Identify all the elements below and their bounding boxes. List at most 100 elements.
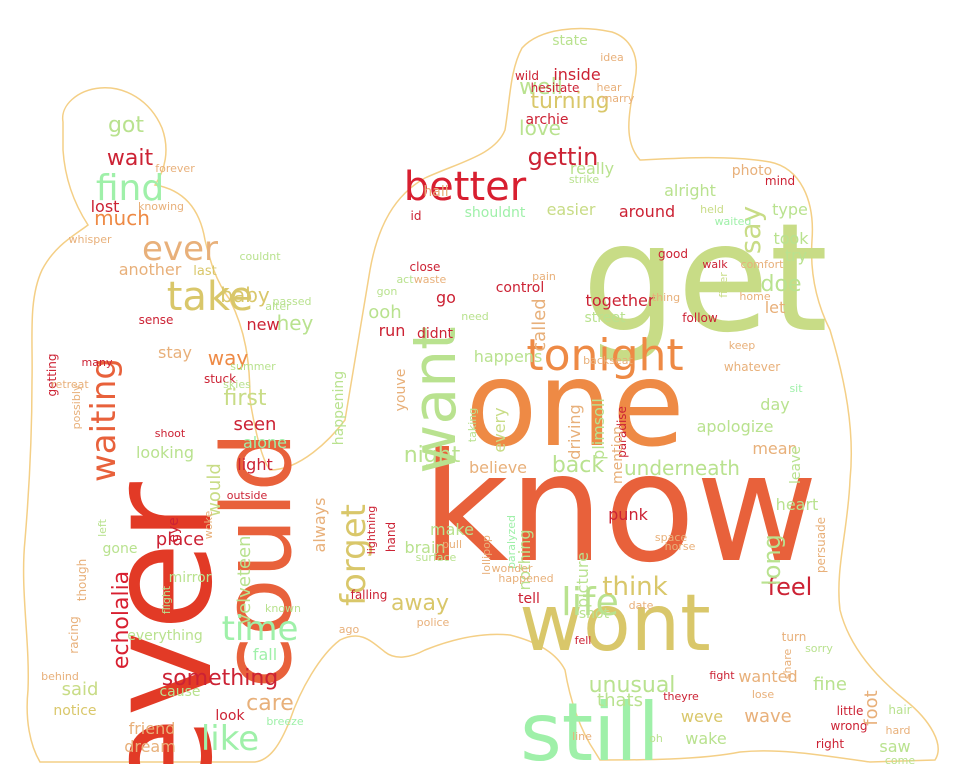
word-much: much <box>94 206 150 230</box>
word-hey: hey <box>277 311 314 335</box>
word-whisper: whisper <box>68 233 112 246</box>
word-taking: taking <box>466 408 479 442</box>
word-shot: shot <box>579 606 610 622</box>
word-hand: hand <box>384 522 398 552</box>
word-mention: mention <box>610 426 626 484</box>
word-unusual: unusual <box>589 673 676 698</box>
word-apologize: apologize <box>697 417 774 436</box>
word-lollipop: lollipop <box>480 535 493 575</box>
word-notice: notice <box>53 703 96 719</box>
word-picture: picture <box>573 552 592 608</box>
word-punk: punk <box>608 505 648 524</box>
word-something: something <box>162 666 278 691</box>
word-fight: fight <box>709 669 735 682</box>
word-hard: hard <box>885 724 910 737</box>
word-paralyzed: paralyzed <box>505 515 518 569</box>
word-life: life <box>561 580 619 624</box>
word-say: say <box>734 206 767 254</box>
word-ever: ever <box>142 229 218 269</box>
word-oh: oh <box>649 732 663 745</box>
word-mind: mind <box>765 174 795 188</box>
word-possibly: possibly <box>70 384 83 429</box>
word-come: come <box>885 754 915 764</box>
word-care: care <box>246 691 294 716</box>
word-gone: gone <box>103 541 138 557</box>
word-walk: walk <box>702 258 728 271</box>
word-whatever: whatever <box>724 360 780 374</box>
word-feel: feel <box>768 573 813 601</box>
word-didnt: didnt <box>417 326 454 342</box>
word-held: held <box>700 203 724 216</box>
word-archie: archie <box>525 112 568 128</box>
word-alter: alter <box>265 300 291 313</box>
word-look: look <box>215 708 245 724</box>
word-flight: flight <box>160 585 173 614</box>
word-close: close <box>410 260 441 274</box>
word-new: new <box>246 315 279 334</box>
word-doe: doe <box>761 272 802 297</box>
word-date: date <box>629 599 654 612</box>
word-last: last <box>193 264 216 279</box>
word-hall: hall <box>423 184 448 200</box>
word-little: little <box>837 704 864 718</box>
word-every: every <box>490 407 509 452</box>
word-ooh: ooh <box>368 302 401 323</box>
word-state: state <box>552 33 587 49</box>
word-let: let <box>765 298 786 317</box>
word-horse: horse <box>665 540 696 553</box>
word-act: act <box>396 273 414 286</box>
word-brain: brain <box>404 538 445 557</box>
word-alone: alone <box>243 433 287 452</box>
word-first: first <box>224 386 267 411</box>
word-wrong: wrong <box>830 719 867 733</box>
word-waste: waste <box>414 273 447 286</box>
word-wonder: wonder <box>492 562 533 575</box>
word-gon: gon <box>377 285 398 298</box>
word-shouldnt: shouldnt <box>465 205 526 221</box>
word-try: try <box>785 246 807 265</box>
word-share: share <box>781 649 794 680</box>
word-echolalia: echolalia <box>109 571 134 669</box>
word-leave: leave <box>788 446 804 484</box>
word-foot: foot <box>861 690 882 725</box>
word-youve: youve <box>393 369 409 412</box>
word-forget: forget <box>334 504 374 606</box>
word-breeze: breeze <box>266 715 304 728</box>
word-way: way <box>208 346 249 370</box>
word-racing: racing <box>67 616 81 653</box>
word-lost: lost <box>91 197 120 216</box>
word-underneath: underneath <box>624 456 740 480</box>
word-easier: easier <box>547 200 596 219</box>
word-theyre: theyre <box>663 690 699 703</box>
word-get: get <box>582 192 828 366</box>
word-driving: driving <box>565 404 584 459</box>
word-fell: fell <box>575 634 592 647</box>
word-turn: turn <box>782 630 807 644</box>
word-forever: forever <box>155 162 195 175</box>
word-marry: marry <box>602 92 635 105</box>
word-said: said <box>62 679 99 700</box>
word-left: left <box>96 518 109 537</box>
word-light: light <box>237 455 272 474</box>
word-around: around <box>619 202 675 221</box>
word-sense: sense <box>139 313 174 327</box>
word-long: long <box>758 534 786 586</box>
word-idea: idea <box>600 51 624 64</box>
word-persuade: persuade <box>814 517 828 573</box>
word-everything: everything <box>127 628 203 644</box>
word-hear: hear <box>596 81 621 94</box>
word-getting: getting <box>45 354 59 397</box>
word-type: type <box>772 200 808 219</box>
word-police: police <box>417 616 450 629</box>
word-away: away <box>391 591 449 616</box>
words-layer: know get never one could wont still want tonight… <box>41 33 915 764</box>
word-waited: waited <box>715 215 752 228</box>
word-better: better <box>404 164 527 210</box>
word-find: find <box>96 168 164 209</box>
word-place: place <box>156 529 204 550</box>
word-sorry: sorry <box>805 642 833 655</box>
word-time: time <box>222 609 299 649</box>
word-dream: dream <box>124 737 176 756</box>
word-fine: fine <box>813 674 847 695</box>
